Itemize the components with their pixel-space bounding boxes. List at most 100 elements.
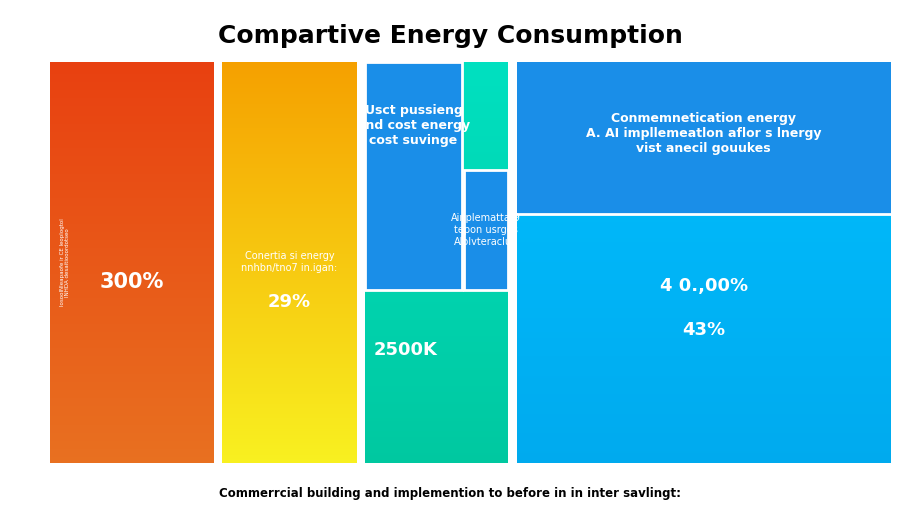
Bar	[222, 232, 356, 234]
Bar	[50, 162, 213, 164]
Bar	[517, 222, 891, 224]
Bar	[517, 452, 891, 454]
Bar	[222, 340, 356, 342]
Bar	[222, 154, 356, 156]
Bar	[517, 68, 891, 70]
Bar	[50, 216, 213, 218]
Bar	[365, 256, 508, 258]
Bar	[222, 158, 356, 160]
Bar	[517, 62, 891, 64]
Bar	[222, 178, 356, 180]
Bar	[222, 180, 356, 182]
Bar	[365, 358, 508, 360]
Bar	[517, 194, 891, 196]
Bar	[517, 405, 891, 407]
Bar	[517, 314, 891, 316]
Bar	[50, 104, 213, 106]
Bar	[365, 238, 508, 240]
Text: Ainplemattat9
tepon usrges
AloIvteraclue: Ainplemattat9 tepon usrges AloIvteraclue	[451, 213, 521, 247]
Bar	[365, 332, 508, 334]
Bar	[50, 248, 213, 250]
Bar	[222, 172, 356, 174]
Bar	[222, 353, 356, 354]
Bar	[517, 90, 891, 91]
Bar	[222, 188, 356, 190]
Bar	[517, 110, 891, 112]
Bar	[222, 214, 356, 216]
Bar	[222, 254, 356, 256]
Bar	[517, 252, 891, 254]
Bar	[50, 190, 213, 192]
Bar	[222, 82, 356, 84]
Bar	[365, 376, 508, 378]
Bar	[222, 168, 356, 170]
Bar	[365, 286, 508, 288]
Bar	[365, 91, 508, 94]
Bar	[365, 156, 508, 158]
Bar	[50, 140, 213, 142]
Bar	[517, 196, 891, 198]
Bar	[517, 458, 891, 461]
Bar	[50, 154, 213, 156]
Bar	[222, 324, 356, 326]
Bar	[517, 432, 891, 434]
Bar	[517, 178, 891, 180]
Bar	[50, 336, 213, 338]
Bar	[222, 374, 356, 376]
Bar	[50, 322, 213, 324]
Bar	[517, 342, 891, 344]
Bar	[222, 100, 356, 102]
Bar	[517, 391, 891, 393]
Bar	[222, 416, 356, 418]
Bar	[517, 351, 891, 353]
Bar	[365, 391, 508, 393]
Bar	[222, 62, 356, 64]
Bar	[50, 445, 213, 447]
Bar	[365, 136, 508, 138]
Bar	[50, 344, 213, 346]
Bar	[50, 80, 213, 82]
Bar	[517, 226, 891, 228]
Bar	[222, 284, 356, 286]
Bar	[222, 132, 356, 134]
Bar	[517, 278, 891, 280]
Bar	[222, 351, 356, 353]
Bar	[365, 284, 508, 286]
Bar	[222, 372, 356, 374]
Bar	[517, 282, 891, 284]
Bar	[517, 380, 891, 382]
Bar	[222, 445, 356, 447]
Bar	[365, 88, 508, 90]
Bar	[365, 456, 508, 458]
Text: 4 4 000: 4 4 000	[374, 154, 437, 170]
Bar	[517, 126, 891, 128]
Bar	[517, 146, 891, 148]
Bar	[365, 278, 508, 280]
Bar	[222, 282, 356, 284]
Bar	[365, 244, 508, 246]
Bar	[517, 142, 891, 144]
Bar	[517, 64, 891, 66]
Bar	[222, 90, 356, 91]
Bar	[517, 250, 891, 252]
Bar	[222, 398, 356, 400]
Bar	[517, 80, 891, 82]
Bar	[222, 326, 356, 328]
Bar	[365, 280, 508, 282]
Bar	[222, 298, 356, 300]
Bar	[517, 372, 891, 374]
Bar	[365, 184, 508, 186]
Bar	[517, 154, 891, 156]
Bar	[365, 236, 508, 238]
Bar	[365, 414, 508, 416]
Bar	[365, 405, 508, 407]
Bar	[50, 66, 213, 68]
Bar	[517, 254, 891, 256]
Bar	[517, 274, 891, 276]
Bar	[365, 178, 508, 180]
Bar	[222, 228, 356, 230]
Bar	[50, 148, 213, 150]
Bar	[365, 354, 508, 356]
Bar	[222, 342, 356, 344]
Bar	[50, 416, 213, 418]
